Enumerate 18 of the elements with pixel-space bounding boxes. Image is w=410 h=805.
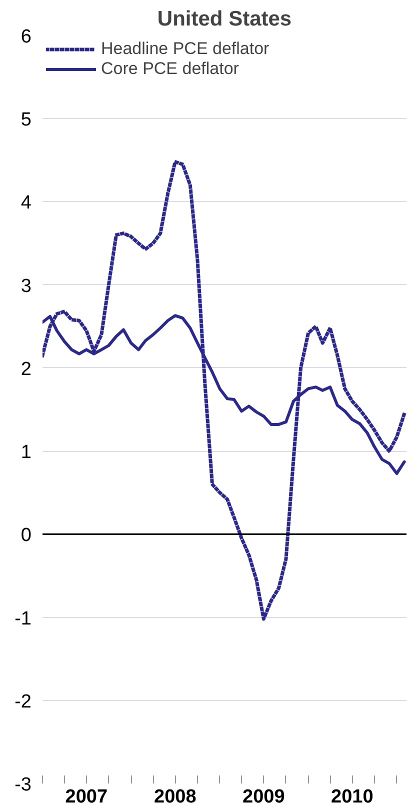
y-tick-label: 4 [20, 192, 32, 214]
legend-label: Headline PCE deflator [101, 39, 270, 59]
y-tick-label: -3 [14, 774, 32, 796]
y-tick-label: 6 [20, 26, 32, 48]
legend-label: Core PCE deflator [101, 59, 239, 79]
y-tick-label: 3 [20, 276, 32, 297]
y-tick-label: 1 [20, 442, 32, 464]
chart-title: United States [157, 8, 292, 30]
y-tick-label: -2 [14, 691, 32, 712]
y-tick-label: 0 [20, 525, 32, 546]
x-tick-label: 2010 [331, 786, 374, 805]
line-series [42, 160, 406, 621]
y-tick-label: -1 [14, 608, 32, 630]
x-tick-label: 2008 [154, 786, 196, 805]
y-tick-label: 5 [20, 110, 32, 131]
x-tick-label: 2009 [242, 786, 285, 805]
y-tick-label: 2 [20, 358, 32, 380]
x-tick-label: 2007 [65, 786, 108, 805]
